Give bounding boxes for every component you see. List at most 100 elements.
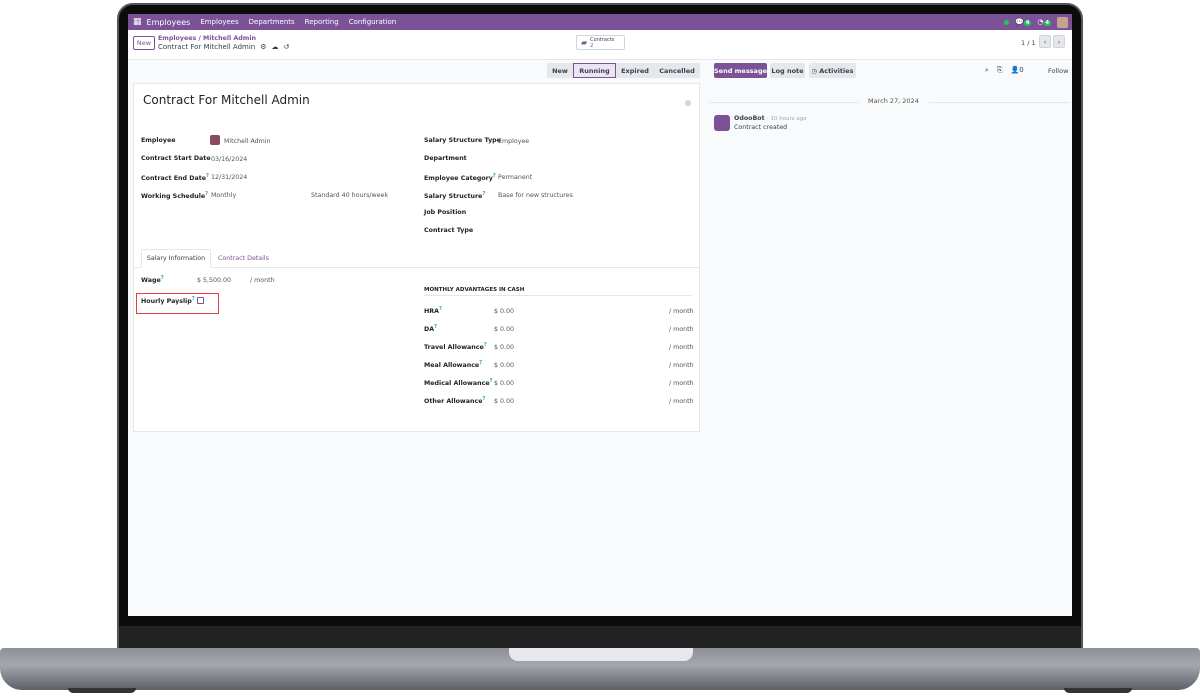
stage-running[interactable]: Running [573, 63, 616, 78]
end-date-field[interactable]: 12/31/2024 [211, 174, 248, 181]
menu-employees[interactable]: Employees [200, 18, 239, 26]
employee-avatar [210, 135, 220, 145]
laptop-notch [509, 648, 693, 661]
pager-prev-icon[interactable]: ‹ [1039, 35, 1051, 48]
user-avatar[interactable] [1057, 16, 1068, 28]
breadcrumb-mitchell[interactable]: Mitchell Admin [202, 35, 256, 42]
menu-departments[interactable]: Departments [248, 18, 295, 26]
advantage-field[interactable]: $ 0.00 [494, 308, 515, 315]
category-label: Employee Category [424, 175, 493, 183]
advantage-label: DA [424, 326, 435, 334]
gear-icon[interactable]: ⚙ [260, 43, 267, 51]
activity-badge: 4 [1043, 20, 1051, 26]
wage-label: Wage [141, 277, 161, 285]
send-message-button[interactable]: Send message [714, 63, 767, 78]
wage-field[interactable]: $ 5,500.00 [197, 277, 232, 284]
laptop-foot [68, 688, 136, 693]
stage-new[interactable]: New [547, 63, 573, 78]
start-date-field[interactable]: 03/16/2024 [211, 156, 248, 163]
new-button[interactable]: New [133, 36, 155, 50]
advantage-field[interactable]: $ 0.00 [494, 326, 515, 333]
laptop-bezel [119, 626, 1081, 650]
salary-structure-field[interactable]: Base for new structures [498, 192, 573, 199]
book-icon: ▰ [581, 38, 588, 47]
job-position-label: Job Position [424, 209, 467, 216]
help-icon: ? [482, 191, 486, 197]
advantage-field[interactable]: $ 0.00 [494, 362, 515, 369]
stage-cancelled[interactable]: Cancelled [654, 63, 700, 78]
advantage-unit: / month [669, 308, 694, 315]
tab-contract-details[interactable]: Contract Details [218, 255, 269, 262]
highlight-box [136, 293, 219, 314]
discard-icon[interactable]: ↺ [283, 43, 290, 51]
smart-label: Contracts [590, 36, 615, 43]
help-icon: ? [489, 378, 493, 384]
advantage-field[interactable]: $ 0.00 [494, 398, 515, 405]
log-note-button[interactable]: Log note [770, 63, 805, 78]
breadcrumb-separator: / [198, 35, 201, 42]
tab-salary-information[interactable]: Salary Information [141, 249, 211, 268]
screen: ▦ Employees Employees Departments Report… [128, 14, 1072, 616]
help-icon: ? [482, 396, 486, 402]
cloud-save-icon[interactable]: ☁ [271, 43, 279, 51]
employee-field[interactable]: Mitchell Admin [224, 138, 271, 145]
follow-button[interactable]: Follow [1048, 67, 1069, 75]
breadcrumb-current: Contract For Mitchell Admin [158, 43, 256, 51]
page-title: Contract For Mitchell Admin [143, 93, 310, 107]
hourly-payslip-label: Hourly Payslip [141, 298, 192, 306]
help-icon: ? [205, 173, 209, 179]
wage-unit: / month [250, 277, 275, 284]
advantage-field[interactable]: $ 0.00 [494, 380, 515, 387]
followers-icon[interactable]: 👤0 [1010, 66, 1024, 74]
paperclip-icon[interactable]: ⎘ [996, 66, 1003, 74]
help-icon: ? [160, 275, 164, 281]
advantage-field[interactable]: $ 0.00 [494, 344, 515, 351]
advantage-unit: / month [669, 398, 694, 405]
chatter-date: March 27, 2024 [858, 97, 929, 105]
priority-icon[interactable] [685, 100, 691, 106]
help-icon: ? [439, 306, 442, 312]
clock-icon: ◷ [811, 66, 818, 75]
advantages-title: MONTHLY ADVANTAGES IN CASH [424, 287, 525, 293]
tab-divider [134, 267, 699, 268]
menu-configuration[interactable]: Configuration [348, 18, 397, 26]
breadcrumb-employees[interactable]: Employees [158, 35, 197, 42]
chat-icon[interactable]: 💬 4 [1015, 18, 1032, 26]
activity-clock-icon[interactable]: ◔ 4 [1037, 18, 1051, 26]
salary-structure-label: Salary Structure [424, 193, 483, 201]
search-icon[interactable]: ⌕ [985, 66, 989, 74]
help-icon: ? [191, 296, 195, 302]
help-icon: ? [434, 324, 438, 330]
message-time: - 10 hours ago [766, 116, 807, 122]
structure-type-field[interactable]: Employee [498, 138, 530, 145]
advantage-label: HRA [424, 308, 439, 316]
status-dot-icon [1004, 19, 1010, 25]
schedule-field[interactable]: Monthly [211, 192, 237, 199]
pager-next-icon[interactable]: › [1053, 35, 1065, 48]
structure-type-label: Salary Structure Type [424, 137, 501, 144]
end-date-label: Contract End Date [141, 175, 206, 183]
app-name[interactable]: Employees [146, 17, 191, 27]
message-body: Contract created [734, 124, 788, 131]
help-icon: ? [479, 360, 483, 366]
advantage-unit: / month [669, 344, 694, 351]
department-label: Department [424, 155, 467, 162]
help-icon: ? [483, 342, 487, 348]
apps-grid-icon[interactable]: ▦ [133, 17, 142, 27]
followers-count: 0 [1019, 66, 1024, 74]
message-author: OdooBot [734, 115, 765, 122]
activities-button[interactable]: ◷ Activities [809, 63, 856, 78]
chat-badge: 4 [1023, 20, 1032, 26]
hourly-payslip-checkbox[interactable] [197, 297, 204, 304]
advantage-label: Other Allowance [424, 398, 483, 406]
category-field[interactable]: Permanent [498, 174, 533, 181]
contracts-smart-button[interactable]: ▰ Contracts 2 [576, 35, 625, 50]
advantage-label: Medical Allowance [424, 380, 490, 388]
start-date-label: Contract Start Date [141, 155, 211, 162]
advantage-label: Meal Allowance [424, 362, 480, 370]
menu-reporting[interactable]: Reporting [304, 18, 339, 26]
advantage-unit: / month [669, 362, 694, 369]
pager: 1 / 1 [1021, 39, 1036, 47]
stage-expired[interactable]: Expired [616, 63, 654, 78]
smart-count: 2 [590, 42, 594, 49]
